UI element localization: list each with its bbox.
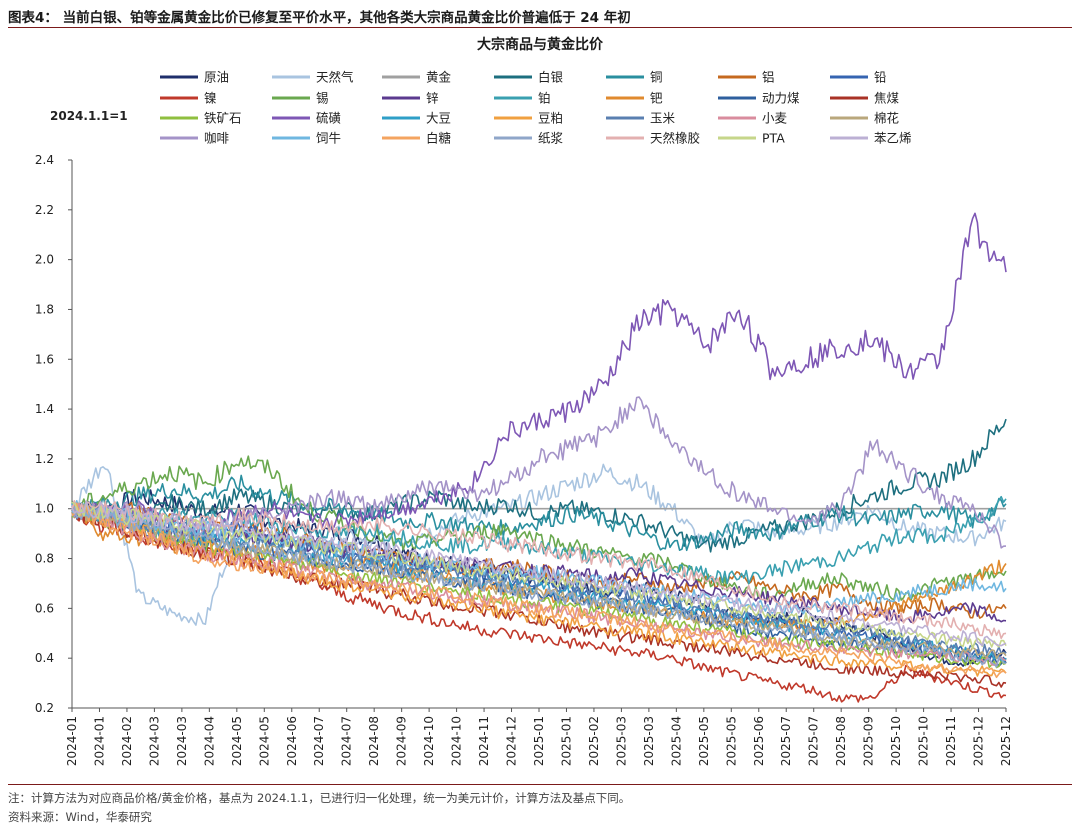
series-line-铜 <box>71 474 1007 552</box>
x-tick-label: 2025-05 <box>697 716 711 766</box>
x-tick-label: 2025-10 <box>889 716 903 766</box>
figure-note: 注：计算方法为对应商品价格/黄金价格，基点为 2024.1.1，已进行归一化处理… <box>8 791 631 805</box>
line-chart: 大宗商品与黄金比价 2024.1.1=1 原油 天然气 黄金 白银 铜 铝 铅镍 锡 锌 铂 钯 动力… <box>35 36 1013 766</box>
series-line-硫磺 <box>71 212 1007 536</box>
legend-label: 豆粕 <box>538 111 563 126</box>
x-axis: 2024-01 2024-01 2024-02 2024-03 2024-03 2024-… <box>65 707 1013 766</box>
legend-label: 铝 <box>762 70 775 85</box>
legend-label: 饲牛 <box>316 131 341 146</box>
x-tick-label: 2025-05 <box>724 716 738 766</box>
x-tick-label: 2024-07 <box>340 716 354 766</box>
series-line-苯乙烯 <box>71 500 1007 647</box>
legend-label: 白银 <box>538 70 564 85</box>
legend-label: 锡 <box>316 91 329 106</box>
series-lines <box>71 212 1007 703</box>
series-line-豆粕 <box>71 502 1007 677</box>
y-tick-label: 1.0 <box>35 502 54 516</box>
legend-label: 纸浆 <box>538 131 564 146</box>
x-tick-label: 2025-03 <box>642 716 656 766</box>
legend-label: 天然橡胶 <box>650 131 700 146</box>
legend-label: 玉米 <box>650 111 676 126</box>
legend-label: 铜 <box>650 70 663 85</box>
series-line-白糖 <box>71 502 1007 679</box>
x-tick-label: 2024-01 <box>65 716 79 766</box>
y-tick-label: 1.4 <box>35 402 54 416</box>
x-tick-label: 2024-09 <box>395 716 409 766</box>
title-rule <box>8 27 1072 28</box>
y-tick-label: 0.6 <box>35 601 54 615</box>
legend-label: 硫磺 <box>316 111 341 126</box>
figure-source: 资料来源：Wind，华泰研究 <box>8 810 152 824</box>
legend-label: 动力煤 <box>762 91 800 106</box>
series-line-锡 <box>71 455 1007 602</box>
legend-label: 天然气 <box>316 70 354 85</box>
y-tick-label: 1.8 <box>35 302 54 316</box>
x-tick-label: 2024-05 <box>230 716 244 766</box>
chart-title: 大宗商品与黄金比价 <box>477 36 604 53</box>
x-tick-label: 2025-04 <box>669 716 683 766</box>
legend-label: PTA <box>762 131 785 146</box>
series-line-小麦 <box>71 502 1007 666</box>
figure-title: 图表4： 当前白银、铂等金属黄金比价已修复至平价水平，其他各类大宗商品黄金比价普… <box>8 10 631 26</box>
base-label: 2024.1.1=1 <box>50 109 128 123</box>
x-tick-label: 2025-07 <box>779 716 793 766</box>
x-tick-label: 2024-08 <box>367 716 381 766</box>
x-tick-label: 2025-12 <box>999 716 1013 766</box>
x-tick-label: 2025-03 <box>614 716 628 766</box>
x-tick-label: 2024-05 <box>257 716 271 766</box>
x-tick-label: 2024-03 <box>175 716 189 766</box>
legend-label: 咖啡 <box>204 131 230 146</box>
y-tick-label: 0.8 <box>35 552 54 566</box>
series-line-咖啡 <box>71 396 1007 549</box>
x-tick-label: 2025-02 <box>587 716 601 766</box>
bottom-rule <box>8 784 1072 785</box>
x-tick-label: 2024-04 <box>202 716 216 766</box>
y-tick-label: 0.4 <box>35 651 54 665</box>
x-tick-label: 2025-01 <box>559 716 573 766</box>
x-tick-label: 2024-11 <box>477 716 491 766</box>
x-tick-label: 2025-10 <box>917 716 931 766</box>
x-tick-label: 2025-09 <box>862 716 876 766</box>
y-tick-label: 1.2 <box>35 452 54 466</box>
series-line-纸浆 <box>71 504 1007 668</box>
legend-label: 钯 <box>650 91 663 106</box>
x-tick-label: 2024-06 <box>285 716 299 766</box>
x-tick-label: 2024-10 <box>450 716 464 766</box>
legend-label: 黄金 <box>426 70 452 85</box>
legend-label: 原油 <box>204 70 229 85</box>
legend-label: 小麦 <box>762 111 788 126</box>
series-line-天然橡胶 <box>71 500 1007 640</box>
x-tick-label: 2024-07 <box>312 716 326 766</box>
x-tick-label: 2024-01 <box>92 716 106 766</box>
legend-label: 锌 <box>426 91 439 106</box>
x-tick-label: 2025-01 <box>532 716 546 766</box>
legend-label: 铁矿石 <box>204 111 242 126</box>
y-tick-label: 2.2 <box>35 203 54 217</box>
x-tick-label: 2024-03 <box>147 716 161 766</box>
legend-label: 镍 <box>204 91 217 106</box>
y-tick-label: 2.4 <box>35 153 54 167</box>
legend-label: 苯乙烯 <box>874 131 912 146</box>
x-tick-label: 2025-06 <box>752 716 766 766</box>
y-axis: 0.2 0.4 0.6 0.8 1.0 1.2 1.4 1.6 1.8 2.0 2.2 2.4 <box>35 153 73 715</box>
x-tick-label: 2025-07 <box>807 716 821 766</box>
y-tick-label: 0.2 <box>35 701 54 715</box>
legend-label: 焦煤 <box>874 91 900 106</box>
y-tick-label: 1.6 <box>35 352 54 366</box>
x-tick-label: 2025-11 <box>944 716 958 766</box>
y-tick-label: 2.0 <box>35 253 54 267</box>
x-tick-label: 2024-10 <box>422 716 436 766</box>
legend-label: 棉花 <box>874 111 899 126</box>
series-line-PTA <box>71 501 1007 650</box>
legend-label: 白糖 <box>426 131 452 146</box>
x-tick-label: 2025-08 <box>834 716 848 766</box>
legend-label: 铅 <box>874 70 887 85</box>
legend-label: 大豆 <box>426 111 451 126</box>
x-tick-label: 2025-12 <box>972 716 986 766</box>
x-tick-label: 2024-12 <box>505 716 519 766</box>
x-tick-label: 2024-02 <box>120 716 134 766</box>
legend-label: 铂 <box>538 91 551 106</box>
